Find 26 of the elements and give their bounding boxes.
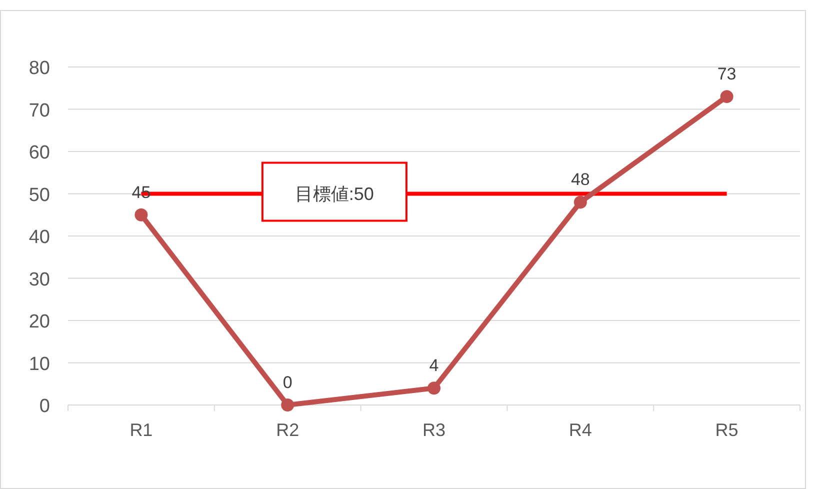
x-tick-label: R3 — [422, 420, 446, 440]
y-tick-label: 70 — [28, 100, 50, 122]
point — [428, 382, 440, 395]
data-label: 45 — [132, 182, 151, 202]
y-tick-label: 0 — [39, 396, 50, 417]
y-tick-label: 20 — [28, 312, 50, 332]
point — [720, 90, 734, 104]
point — [574, 196, 587, 209]
point — [134, 208, 148, 222]
x-tick-label: R1 — [130, 420, 153, 440]
y-tick-label: 50 — [28, 184, 50, 206]
ref-line-label: 目標値:50 — [294, 184, 374, 204]
ref-label: 目標値:50 — [261, 162, 408, 222]
y-tick-label: 80 — [28, 58, 50, 79]
y-tick-label: 60 — [28, 142, 50, 164]
y-tick-label: 10 — [28, 354, 50, 375]
data-label: 73 — [717, 64, 736, 84]
y-tick-label: 30 — [28, 269, 50, 290]
data-label: 4 — [429, 356, 439, 376]
y-tick-label: 40 — [28, 227, 50, 248]
data-label: 0 — [282, 373, 292, 392]
x-tick-label: R2 — [276, 420, 300, 440]
data-label: 48 — [570, 170, 590, 190]
point — [281, 398, 294, 412]
x-tick-label: R5 — [715, 420, 738, 440]
x-tick-label: R4 — [568, 420, 592, 440]
